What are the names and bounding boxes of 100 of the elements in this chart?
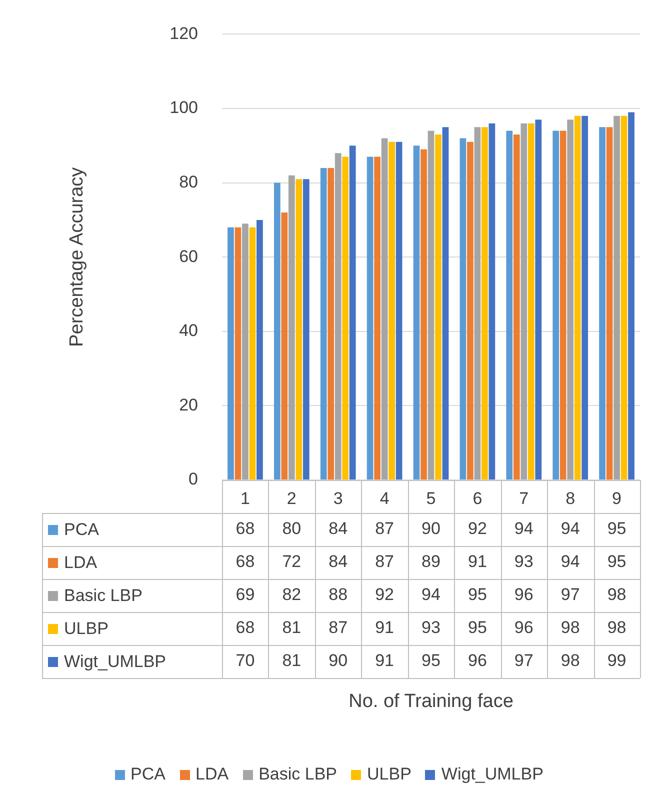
data-label: 97 [560, 585, 580, 604]
y-tick-label: 40 [179, 321, 198, 340]
bar [460, 138, 466, 480]
data-label: 95 [468, 618, 487, 638]
bar [413, 146, 420, 480]
bar [488, 123, 496, 480]
text: Wigt_UMLBP [441, 764, 544, 784]
y-tick-label: 60 [179, 246, 198, 266]
data-label: 82 [282, 585, 302, 604]
bar [366, 156, 374, 480]
bar [513, 134, 520, 480]
bar [320, 168, 327, 480]
data-label: 81 [282, 618, 302, 638]
data-label: 96 [514, 585, 534, 604]
data-label: 87 [375, 519, 394, 538]
bar [328, 168, 334, 480]
data-label: 96 [514, 618, 534, 638]
bar [442, 127, 449, 480]
x-tick-label: 7 [519, 488, 529, 508]
bar [560, 130, 566, 480]
data-label: 87 [375, 552, 394, 572]
data-label: 84 [328, 552, 348, 572]
data-label: 69 [236, 585, 255, 604]
legend-label: Basic LBP [64, 586, 142, 606]
bar [234, 227, 242, 480]
data-label: 90 [422, 519, 440, 538]
bar [256, 220, 263, 480]
data-label: 84 [328, 519, 348, 538]
text: Basic LBP [258, 764, 338, 784]
legend-label: PCA [64, 520, 99, 540]
data-label: 94 [560, 519, 580, 538]
data-label: 92 [375, 585, 394, 604]
bar [528, 123, 534, 480]
data-label: 98 [560, 651, 580, 670]
data-label: 68 [236, 552, 255, 572]
bar [474, 127, 481, 480]
legend-label: LDA [64, 552, 98, 572]
data-label: 91 [375, 618, 394, 638]
bar [467, 142, 474, 480]
data-label: 98 [560, 618, 580, 638]
data-label: 97 [514, 651, 534, 670]
data-label: 94 [560, 552, 580, 572]
y-tick-label: 100 [170, 98, 198, 118]
text: LDA [196, 764, 229, 784]
bar [388, 142, 395, 480]
bar [599, 127, 606, 480]
bar [506, 130, 513, 480]
bar [606, 127, 613, 480]
y-tick-label: 0 [188, 470, 198, 489]
data-label: 93 [514, 552, 534, 572]
data-label: 95 [468, 585, 487, 604]
data-label: 90 [328, 651, 348, 670]
bar [281, 212, 288, 480]
bar [342, 156, 349, 480]
bar [249, 227, 256, 480]
x-tick-label: 1 [240, 488, 250, 508]
x-tick-label: 5 [426, 488, 436, 508]
bar [482, 127, 488, 480]
y-tick-label: 80 [179, 172, 198, 192]
bar [620, 116, 628, 480]
text: PCA [130, 764, 166, 784]
y-tick-label: 120 [170, 24, 198, 43]
bar [296, 179, 302, 480]
data-label: 91 [468, 552, 487, 572]
bar [381, 138, 388, 480]
data-label: 94 [422, 585, 440, 604]
bar [567, 120, 574, 480]
bar [349, 146, 356, 480]
data-label: 91 [375, 651, 394, 670]
data-label: 95 [422, 651, 440, 670]
text: No. of Training face [348, 691, 514, 712]
bar [535, 120, 542, 480]
data-label: 80 [282, 519, 302, 538]
bar [302, 179, 310, 480]
data-label: 95 [607, 519, 626, 538]
data-label: 68 [236, 618, 255, 638]
data-label: 68 [236, 519, 255, 538]
data-label: 96 [468, 651, 487, 670]
legend-label: Wigt_UMLBP [64, 652, 166, 672]
bar [428, 130, 434, 480]
data-label: 99 [607, 651, 626, 670]
data-label: 88 [328, 585, 348, 604]
bar [574, 116, 581, 480]
data-label: 98 [607, 618, 626, 638]
data-label: 92 [468, 519, 487, 538]
bar [552, 130, 560, 480]
text: ULBP [367, 764, 412, 784]
x-tick-label: 8 [566, 488, 576, 508]
x-tick-label: 2 [286, 488, 296, 508]
bar [274, 182, 280, 480]
bar [614, 116, 620, 480]
bar [435, 134, 442, 480]
data-label: 95 [607, 552, 626, 572]
data-label: 81 [282, 651, 302, 670]
data-label: 94 [514, 519, 534, 538]
bar [242, 224, 248, 480]
data-label: 70 [236, 651, 255, 670]
bar [228, 227, 234, 480]
bar [374, 156, 380, 480]
data-label: 93 [422, 618, 440, 638]
